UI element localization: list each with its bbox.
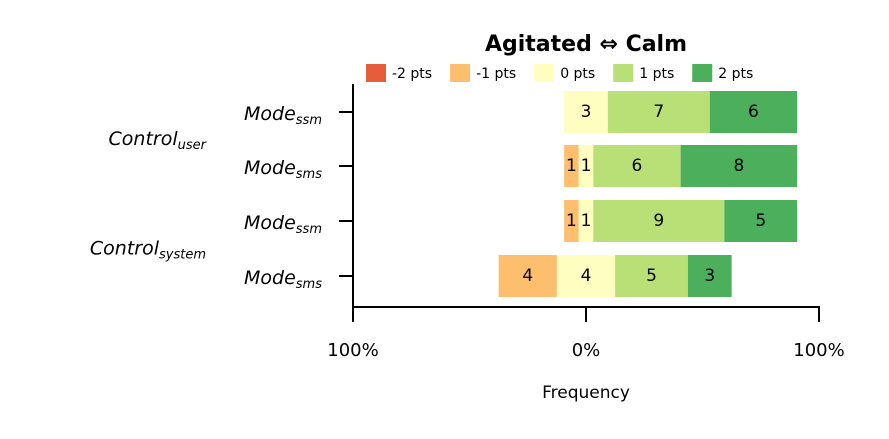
group-label: Controluser xyxy=(109,128,208,153)
bar-segment xyxy=(709,91,798,133)
group-label-text: Control xyxy=(90,237,160,259)
bar-segment xyxy=(724,200,798,242)
legend-swatch xyxy=(692,64,713,82)
data-label: 8 xyxy=(733,156,744,176)
data-label: 7 xyxy=(653,102,664,122)
y-tick-label-text: Mode xyxy=(244,157,296,179)
bar-segment xyxy=(680,145,798,187)
bar-segment xyxy=(564,91,608,133)
data-label: 6 xyxy=(632,156,643,176)
legend-swatch xyxy=(450,64,471,82)
data-label: 4 xyxy=(581,266,592,286)
y-tick-label-sub: sms xyxy=(296,277,322,292)
x-tick-label: 0% xyxy=(572,340,601,361)
x-tick-label: 100% xyxy=(327,340,378,361)
chart-title: Agitated ⇔ Calm xyxy=(485,32,687,57)
x-axis-label: Frequency xyxy=(542,383,630,403)
bar-segment xyxy=(498,255,557,297)
bar-segment xyxy=(593,145,681,187)
y-tick-label-sub: ssm xyxy=(296,222,322,237)
y-tick-label-text: Mode xyxy=(244,103,296,125)
x-tick-label: 100% xyxy=(793,340,844,361)
bar-segment xyxy=(687,255,732,297)
bar-segment xyxy=(556,255,616,297)
legend-label: 2 pts xyxy=(718,66,753,82)
bar-segment xyxy=(578,200,594,242)
y-tick-label: Modessm xyxy=(244,212,322,237)
data-label: 3 xyxy=(581,102,592,122)
legend-label: 0 pts xyxy=(560,66,595,82)
data-label: 1 xyxy=(566,156,577,176)
data-label: 6 xyxy=(748,102,759,122)
legend-swatch xyxy=(534,64,555,82)
bar-segment xyxy=(615,255,688,297)
group-label-sub: system xyxy=(159,247,206,262)
data-label: 1 xyxy=(581,211,592,231)
legend-label: -1 pts xyxy=(476,66,516,82)
data-label: 4 xyxy=(522,266,533,286)
legend-swatch xyxy=(366,64,386,82)
group-label: Controlsystem xyxy=(90,237,206,262)
data-label: 3 xyxy=(704,266,715,286)
legend-label: 1 pts xyxy=(639,66,674,82)
y-tick-label: Modessm xyxy=(244,103,322,128)
bar-segment xyxy=(593,200,725,242)
group-label-text: Control xyxy=(109,128,179,150)
bar-segment xyxy=(564,200,579,242)
data-label: 5 xyxy=(755,211,766,231)
y-tick-label: Modesms xyxy=(244,157,322,182)
y-tick-label-sub: sms xyxy=(296,167,322,182)
data-label: 5 xyxy=(646,266,657,286)
legend-label: -2 pts xyxy=(392,66,432,82)
bar-segment xyxy=(607,91,710,133)
y-tick-label-text: Mode xyxy=(244,267,296,289)
data-label: 1 xyxy=(581,156,592,176)
y-tick-label: Modesms xyxy=(244,267,322,292)
group-label-sub: user xyxy=(178,138,208,153)
data-label: 1 xyxy=(566,211,577,231)
legend-swatch xyxy=(613,64,634,82)
bar-segment xyxy=(564,145,579,187)
y-tick-label-text: Mode xyxy=(244,212,296,234)
data-label: 9 xyxy=(653,211,664,231)
y-tick-label-sub: ssm xyxy=(296,113,322,128)
bar-segment xyxy=(578,145,594,187)
